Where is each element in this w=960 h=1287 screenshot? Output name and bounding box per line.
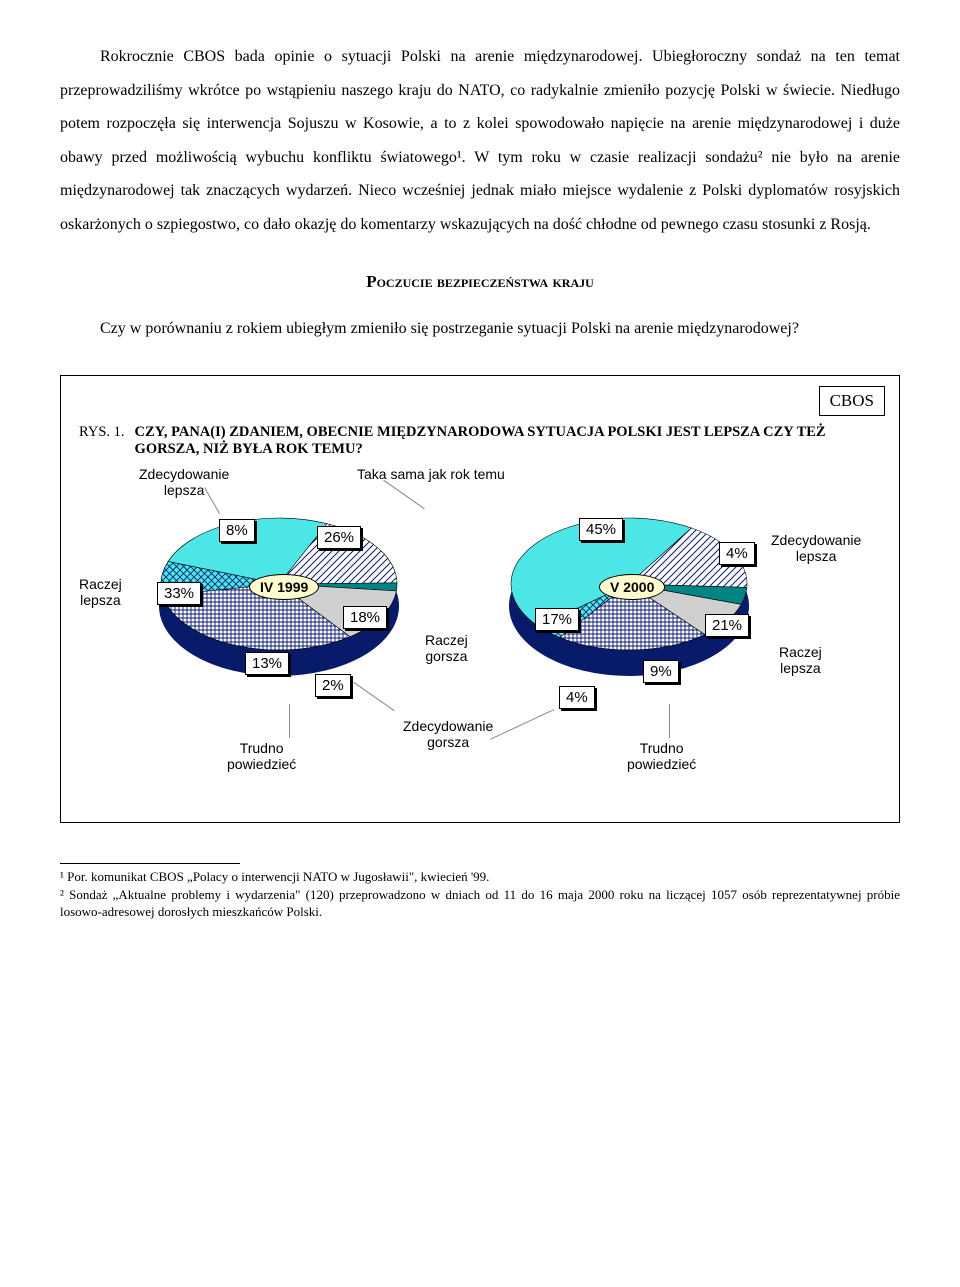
pct-1999-taka-sama: 26%: [317, 526, 361, 549]
footnote-rule: [60, 863, 240, 864]
pct-2000-trudno: 9%: [643, 660, 679, 683]
pct-2000-zdec-gorsza: 4%: [559, 686, 595, 709]
pct-1999-trudno: 13%: [245, 652, 289, 675]
label-raczej-lepsza-right: Raczejlepsza: [779, 644, 822, 676]
pct-1999-raczej-gorsza: 18%: [343, 606, 387, 629]
label-raczej-lepsza-left: Raczejlepsza: [79, 576, 122, 608]
pct-2000-zdec-lepsza: 4%: [719, 542, 755, 565]
cbos-badge: CBOS: [819, 386, 885, 416]
pct-1999-zdec-lepsza: 8%: [219, 519, 255, 542]
figure-caption: RYS. 1. CZY, PANA(I) ZDANIEM, OBECNIE MI…: [79, 424, 881, 458]
footnote-2: ² Sondaż „Aktualne problemy i wydarzenia…: [60, 886, 900, 921]
label-zdec-lepsza-left: Zdecydowanielepsza: [139, 466, 229, 498]
intro-paragraph: Rokrocznie CBOS bada opinie o sytuacji P…: [60, 40, 900, 242]
pct-2000-raczej-gorsza: 17%: [535, 608, 579, 631]
pct-2000-raczej-lepsza: 21%: [705, 614, 749, 637]
pct-1999-raczej-lepsza: 33%: [157, 582, 201, 605]
figure-box: CBOS RYS. 1. CZY, PANA(I) ZDANIEM, OBECN…: [60, 375, 900, 823]
label-zdec-lepsza-right: Zdecydowanielepsza: [771, 532, 861, 564]
chart-area: Zdecydowanielepsza Taka sama jak rok tem…: [79, 464, 881, 804]
figure-number: RYS. 1.: [79, 424, 125, 458]
question-paragraph: Czy w porównaniu z rokiem ubiegłym zmien…: [60, 312, 900, 346]
label-trudno-left: Trudnopowiedzieć: [227, 740, 296, 772]
section-heading: Poczucie bezpieczeństwa kraju: [60, 272, 900, 292]
label-zdec-gorsza: Zdecydowaniegorsza: [403, 718, 493, 750]
pct-2000-taka-sama: 45%: [579, 518, 623, 541]
footnote-1: ¹ Por. komunikat CBOS „Polacy o interwen…: [60, 868, 900, 886]
pct-1999-zdec-gorsza: 2%: [315, 674, 351, 697]
label-raczej-gorsza: Raczejgorsza: [425, 632, 468, 664]
label-trudno-right: Trudnopowiedzieć: [627, 740, 696, 772]
label-taka-sama: Taka sama jak rok temu: [357, 466, 505, 482]
figure-caption-text: CZY, PANA(I) ZDANIEM, OBECNIE MIĘDZYNARO…: [135, 424, 881, 458]
